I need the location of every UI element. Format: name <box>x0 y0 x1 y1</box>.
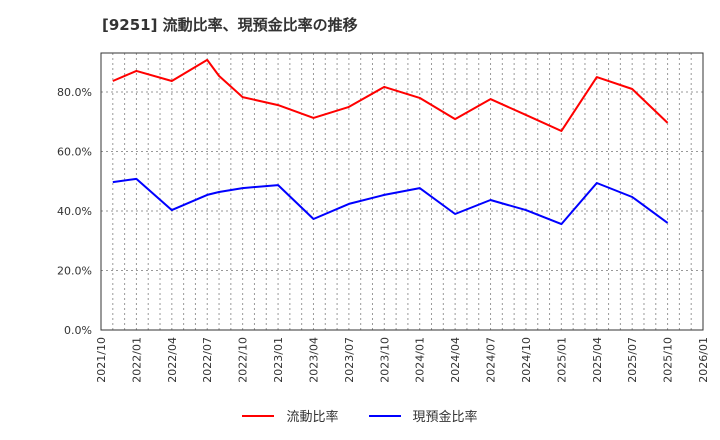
legend-label: 現預金比率 <box>412 410 478 425</box>
svg-text:2026/01: 2026/01 <box>697 337 710 383</box>
x-axis-ticks: 2021/10 2022/01 2022/04 2022/07 2022/10 2023/… <box>95 337 710 383</box>
svg-text:2021/10: 2021/10 <box>95 337 108 383</box>
svg-text:2022/10: 2022/10 <box>237 337 250 383</box>
svg-text:0.0%: 0.0% <box>64 324 92 337</box>
svg-text:2025/07: 2025/07 <box>626 337 639 383</box>
svg-text:80.0%: 80.0% <box>57 86 92 99</box>
plot-frame <box>100 52 704 331</box>
svg-text:60.0%: 60.0% <box>57 146 92 159</box>
svg-text:2024/04: 2024/04 <box>449 337 462 383</box>
svg-text:2025/04: 2025/04 <box>591 337 604 383</box>
svg-text:2023/10: 2023/10 <box>378 337 391 383</box>
legend: 流動比率 現預金比率 <box>0 406 720 425</box>
legend-item-current-ratio: 流動比率 <box>242 406 339 425</box>
svg-text:2024/07: 2024/07 <box>485 337 498 383</box>
svg-text:2023/04: 2023/04 <box>307 337 320 383</box>
svg-text:2022/01: 2022/01 <box>130 337 143 383</box>
svg-text:2023/07: 2023/07 <box>343 337 356 383</box>
svg-text:2024/10: 2024/10 <box>520 337 533 383</box>
svg-text:20.0%: 20.0% <box>57 265 92 278</box>
svg-text:2025/10: 2025/10 <box>662 337 675 383</box>
grid-lines <box>101 53 703 330</box>
legend-swatch-blue <box>368 414 401 417</box>
svg-text:2024/01: 2024/01 <box>414 337 427 383</box>
svg-text:2023/01: 2023/01 <box>272 337 285 383</box>
y-axis-ticks: 0.0% 20.0% 40.0% 60.0% 80.0% <box>57 86 92 337</box>
svg-text:2022/04: 2022/04 <box>166 337 179 383</box>
chart-title: [9251] 流動比率、現預金比率の推移 <box>102 16 358 34</box>
svg-text:2022/07: 2022/07 <box>201 337 214 383</box>
legend-swatch-red <box>242 414 275 417</box>
legend-item-cash-ratio: 現預金比率 <box>368 406 478 425</box>
legend-label: 流動比率 <box>286 410 339 425</box>
svg-text:40.0%: 40.0% <box>57 205 92 218</box>
svg-text:2025/01: 2025/01 <box>555 337 568 383</box>
data-lines <box>112 58 669 226</box>
